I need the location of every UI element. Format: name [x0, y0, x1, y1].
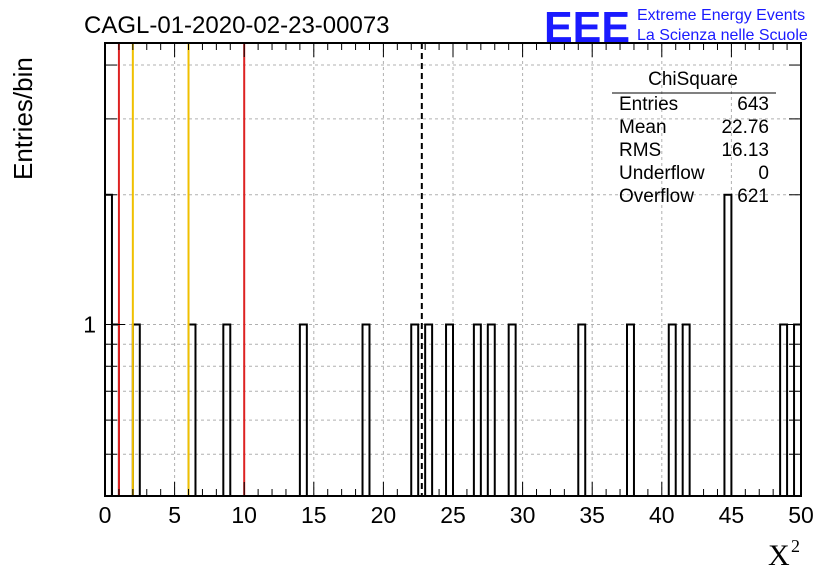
histogram-bin	[681, 323, 691, 497]
histogram-bin	[298, 323, 308, 497]
stats-row-value: 22.76	[721, 117, 769, 138]
stats-row-label: Mean	[619, 117, 667, 138]
y-tick-label: 1	[83, 312, 96, 338]
x-tick-label: 25	[440, 502, 466, 528]
stats-box-name: ChiSquare	[648, 69, 738, 90]
histogram-bin	[472, 323, 482, 497]
histogram-bin	[507, 323, 517, 497]
stats-row-value: 621	[737, 186, 769, 207]
x-tick-label: 45	[719, 502, 745, 528]
chart-title: CAGL-01-2020-02-23-00073	[84, 12, 390, 39]
x-tick-label: 0	[99, 502, 112, 528]
x-axis-label: X 2	[768, 536, 800, 572]
histogram-bin	[187, 323, 197, 497]
histogram-bin	[667, 323, 677, 497]
histogram-bin	[626, 323, 635, 497]
stats-row-value: 16.13	[721, 140, 769, 161]
x-tick-label: 35	[579, 502, 605, 528]
histogram-bin	[222, 323, 232, 497]
histogram-bin	[361, 323, 371, 497]
stats-box-rows: Entries 643 Mean 22.76 RMS 16.13 Underflow 0 Ove…	[619, 94, 769, 207]
histogram-bin	[779, 323, 789, 497]
stats-row-value: 643	[737, 94, 769, 115]
eee-logo-line1: Extreme Energy Events	[637, 7, 805, 24]
x-axis-label-superscript: 2	[791, 536, 800, 556]
histogram-bin	[486, 323, 496, 497]
reference-lines	[117, 43, 423, 496]
axes: 0 5 10 15 20 25 30 35 40 45 50 1	[83, 42, 814, 528]
x-tick-label: 30	[510, 502, 536, 528]
stats-row-label: Underflow	[619, 163, 705, 184]
eee-logo: EEE Extreme Energy Events La Scienza nel…	[544, 3, 808, 52]
x-tick-label: 50	[788, 502, 814, 528]
histogram-bin	[577, 323, 587, 497]
histogram-bin	[131, 323, 141, 497]
x-axis-label-main: X	[768, 539, 790, 572]
stats-row-label: RMS	[619, 140, 661, 161]
y-axis-label: Entries/bin	[8, 57, 38, 180]
x-tick-label: 10	[231, 502, 257, 528]
histogram-bars	[104, 193, 802, 498]
eee-logo-mark: EEE	[544, 3, 630, 52]
stats-box: ChiSquare Entries 643 Mean 22.76 RMS 16.13 Und…	[612, 69, 776, 207]
histogram-bin	[110, 323, 120, 497]
x-tick-label: 5	[168, 502, 181, 528]
stats-row-label: Overflow	[619, 186, 694, 207]
x-tick-label: 15	[301, 502, 327, 528]
x-tick-label: 20	[371, 502, 397, 528]
histogram-bin	[723, 193, 733, 498]
histogram-bin	[424, 323, 434, 497]
eee-logo-line2: La Scienza nelle Scuole	[637, 27, 808, 44]
histogram-bin	[793, 323, 802, 497]
histogram-bin	[445, 323, 455, 497]
stats-row-value: 0	[758, 163, 769, 184]
histogram-bin	[410, 323, 420, 497]
histogram-bin	[104, 193, 113, 498]
x-tick-label: 40	[649, 502, 675, 528]
stats-row-label: Entries	[619, 94, 678, 115]
